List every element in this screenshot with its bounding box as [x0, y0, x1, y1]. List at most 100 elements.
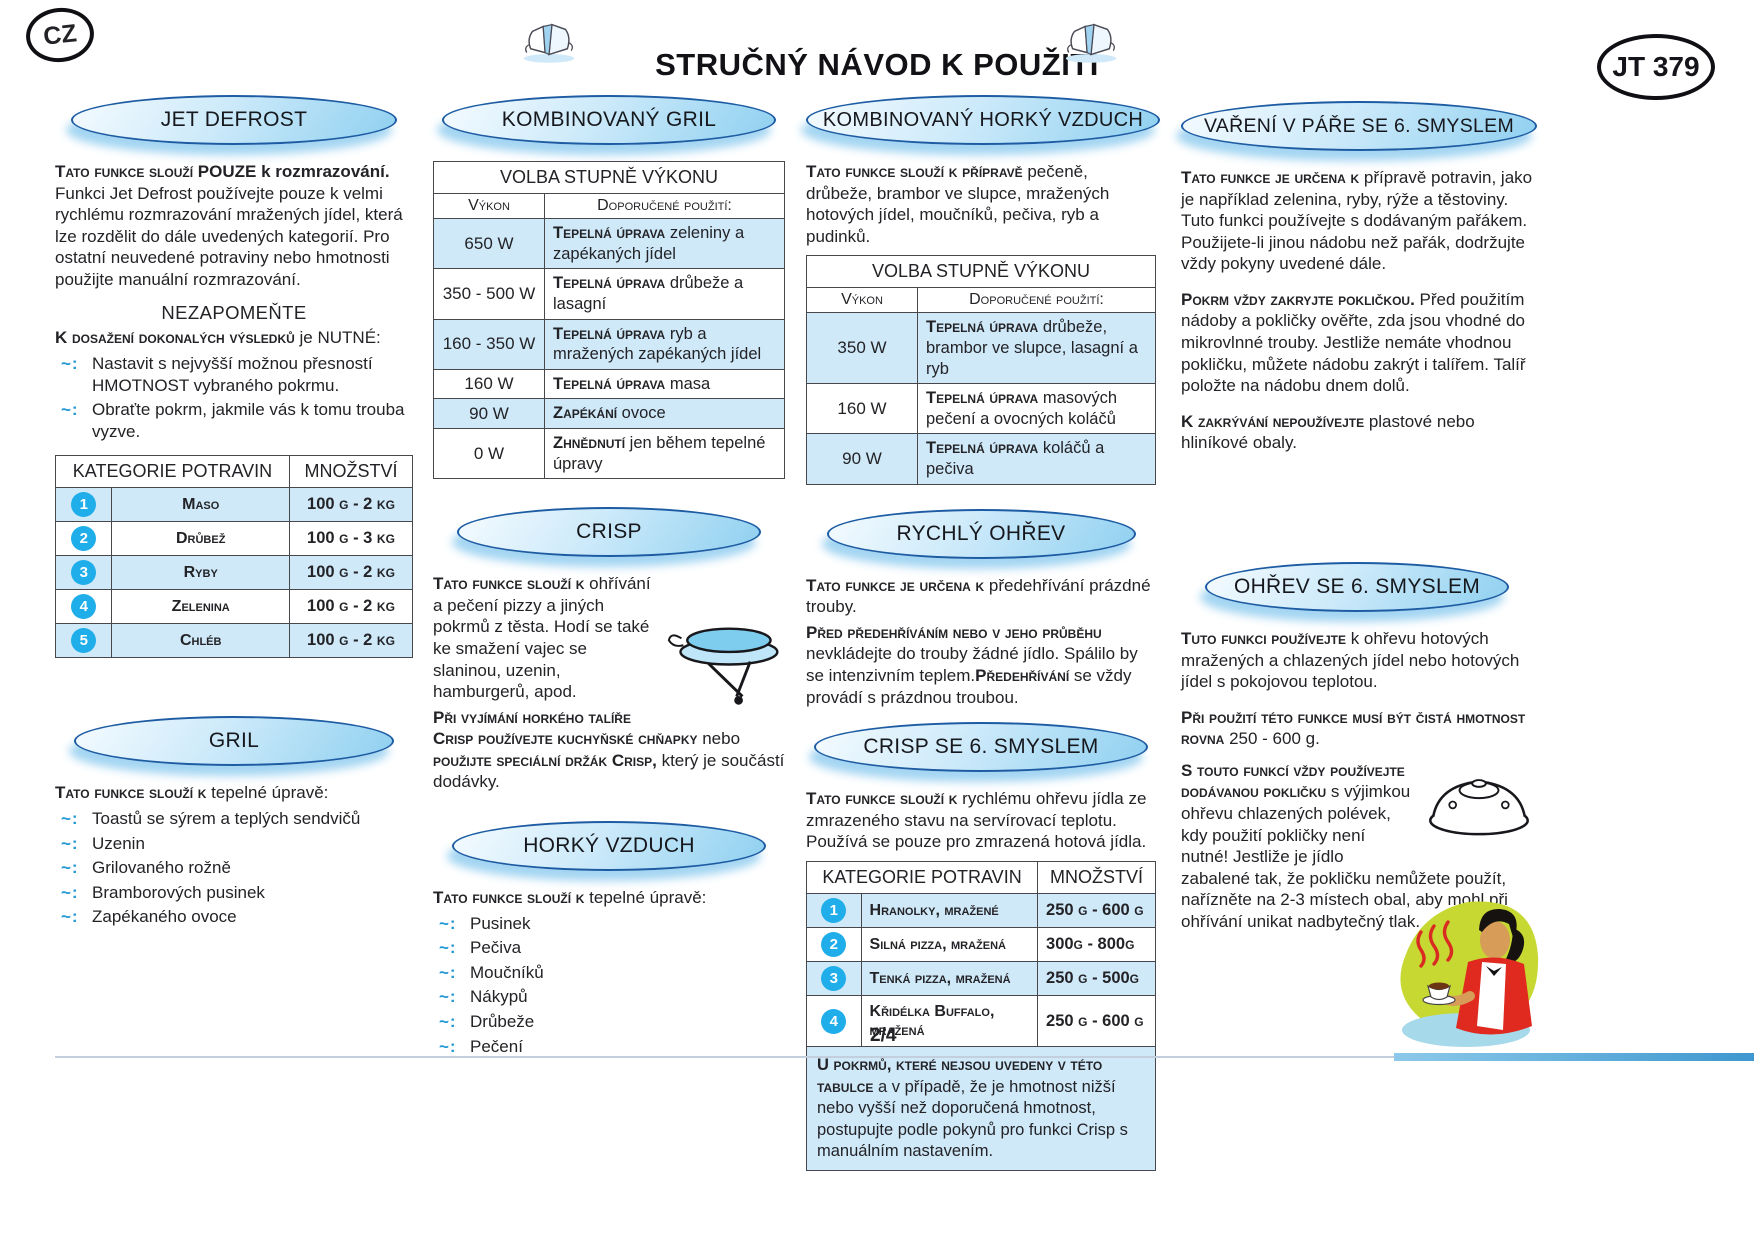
power-value: 160 W	[433, 368, 545, 400]
lead: Tato funkce slouží k	[806, 789, 958, 809]
booklet-icon	[1062, 18, 1120, 69]
list-item: ~: Grilovaného rožně	[55, 857, 413, 879]
crisp-text-block: Tato funkce slouží k ohřívání a pečení p…	[433, 573, 785, 797]
six-sense-bullet-icon: ~:	[61, 354, 79, 374]
booklet-icon	[520, 18, 578, 69]
category-name: Hranolky, mražené	[860, 892, 1039, 928]
use-rest: drůbeže a lasagní	[553, 274, 744, 313]
section-header-horky-vzduch: HORKÝ VZDUCH	[452, 821, 766, 872]
section-header-crisp: CRISP	[457, 507, 761, 558]
chef-illustration	[1382, 896, 1546, 1057]
jet-defrost-intro: Tato funkce slouží POUZE k rozmrazování.…	[55, 161, 413, 290]
bullet-text: Grilovaného rožně	[92, 858, 231, 878]
bullet-text: Pusinek	[470, 913, 531, 933]
category-qty: 250 g - 600 g	[1037, 994, 1156, 1048]
remember-heading: NEZAPOMEŇTE	[161, 302, 307, 324]
ohrev-paragraph-2: Při použití této funkce musí být čistá h…	[1181, 707, 1533, 750]
section-header-kombinovany-gril: KOMBINOVANÝ GRIL	[442, 95, 776, 145]
table-row: 5 Chléb 100 g - 2 kg	[54, 623, 414, 659]
category-name: Zelenina	[111, 589, 290, 625]
lead-rest: tepelné úpravě:	[206, 783, 329, 803]
list-item: ~: Bramborových pusinek	[55, 882, 413, 904]
footer-divider	[55, 1056, 1695, 1058]
power-value: 160 - 350 W	[433, 318, 545, 370]
use-lead: Tepelná úprava	[553, 374, 666, 393]
horky-vzduch-bullets: ~: Pusinek ~: Pečiva ~: Moučníků ~: Nákypů ~…	[433, 913, 785, 1057]
table-row: 90 W Tepelná úprava koláčů a pečiva	[806, 433, 1156, 485]
category-name: Křidélka Buffalo, mražená	[860, 994, 1039, 1048]
steam-lid-illustration	[1425, 764, 1533, 845]
rychly-ohrev-paragraph-2: Před předehříváním nebo v jeho průběhu n…	[806, 622, 1156, 708]
use-lead: Tepelná úprava	[553, 324, 666, 343]
use-lead: Zapékání	[553, 404, 618, 423]
column-kombinovany-horky-vzduch: KOMBINOVANÝ HORKÝ VZDUCH Tato funkce slo…	[805, 95, 1160, 1172]
section-header-kombinovany-horky-vzduch: KOMBINOVANÝ HORKÝ VZDUCH	[806, 95, 1160, 145]
crisp-paragraph-1: Tato funkce slouží k ohřívání a pečení p…	[433, 573, 785, 702]
category-number-badge: 2	[821, 931, 847, 957]
section-header-gril: GRIL	[74, 716, 394, 767]
lead: Tato funkce slouží k	[433, 574, 585, 594]
lead: K zakrývání nepoužívejte	[1181, 411, 1365, 431]
crisp-6smysl-table: KATEGORIE POTRAVIN MNOŽSTVÍ 1 Hranolky, …	[805, 860, 1156, 1172]
six-sense-bullet-icon: ~:	[61, 858, 79, 878]
mid: nevkládejte do trouby žádné jídlo. Spáli…	[806, 644, 1138, 685]
rychly-ohrev-paragraph-1: Tato funkce je určena k předehřívání prá…	[806, 575, 1156, 618]
table-row: 3 Tenká pizza, mražená 250 g - 500g	[806, 960, 1156, 996]
intro-strong: POUZE k rozmrazování.	[197, 162, 390, 181]
table-title: VOLBA STUPNĚ VÝKONU	[433, 161, 785, 194]
column-header: MNOŽSTVÍ	[1037, 860, 1156, 894]
lead: Tato funkce je určena k	[806, 575, 985, 595]
category-name: Silná pizza, mražená	[860, 926, 1039, 962]
column-header: KATEGORIE POTRAVIN	[805, 860, 1039, 894]
category-number-badge: 3	[821, 965, 847, 991]
note-lead: U pokrmů, které nejsou uvedeny v této ta…	[817, 1056, 1103, 1096]
lead-rest: k ohřevu hotových mražených a chlazených…	[1181, 628, 1520, 692]
footer-accent-bar	[1394, 1053, 1754, 1061]
remember-line: K dosažení dokonalých výsledků je NUTNÉ:	[55, 327, 413, 349]
intro-lead: Tato funkce slouží	[55, 162, 198, 181]
warning-lead: Při vyjímání horkého talíře Crisp použív…	[433, 707, 698, 749]
rest: který je součástí dodávky.	[433, 750, 785, 792]
bullet-text: Pečiva	[470, 938, 522, 958]
table-note: U pokrmů, které nejsou uvedeny v této ta…	[806, 1046, 1156, 1172]
column-header: KATEGORIE POTRAVIN	[55, 455, 290, 489]
column-header: Výkon	[433, 193, 545, 219]
category-qty: 250 g - 500g	[1037, 960, 1156, 996]
category-name: Maso	[111, 487, 290, 523]
table-row: 2 Silná pizza, mražená 300g - 800g	[806, 926, 1156, 962]
table-row: 160 - 350 W Tepelná úprava ryb a mražený…	[433, 318, 785, 370]
lead-rest: pečeně, drůbeže, brambor ve slupce, mraž…	[806, 162, 1110, 246]
bullet-text: Obraťte pokrm, jakmile vás k tomu trouba…	[92, 400, 405, 441]
bullet-text: Zapékaného ovoce	[92, 907, 237, 927]
mid: nebo	[697, 729, 741, 749]
kombinovany-gril-table: VOLBA STUPNĚ VÝKONU Výkon Doporučené pou…	[433, 161, 785, 480]
crisp-paragraph-2: Při vyjímání horkého talíře Crisp použív…	[433, 707, 785, 793]
lead-rest: přípravě potravin, jako je například zel…	[1181, 168, 1533, 274]
bullet-text: Toastů se sýrem a teplých sendvičů	[92, 808, 361, 828]
list-item: ~: Uzenin	[55, 833, 413, 855]
lead: S touto funkcí vždy používejte dodávanou…	[1181, 760, 1405, 802]
category-number-badge: 1	[71, 492, 97, 518]
table-title: VOLBA STUPNĚ VÝKONU	[806, 255, 1156, 289]
list-item: ~: Pečení	[433, 1036, 785, 1058]
section-header-rychly-ohrev: RYCHLÝ OHŘEV	[826, 508, 1136, 559]
six-sense-bullet-icon: ~:	[61, 400, 79, 420]
table-row: 0 W Zhnědnutí jen během tepelné úpravy	[433, 427, 785, 480]
category-number-badge: 5	[71, 628, 97, 654]
power-value: 160 W	[806, 383, 918, 435]
lead: Pokrm vždy zakryjte pokličkou.	[1181, 289, 1415, 309]
list-item: ~: Drůbeže	[433, 1011, 785, 1033]
six-sense-bullet-icon: ~:	[61, 833, 79, 853]
use-rest: jen během tepelné úpravy	[553, 434, 766, 473]
column-header: Doporučené použití:	[917, 287, 1156, 314]
category-number-badge: 3	[71, 560, 97, 586]
power-value: 650 W	[433, 217, 545, 270]
power-value: 350 - 500 W	[433, 268, 545, 320]
use-rest: drůbeže, brambor ve slupce, lasagní a ry…	[926, 318, 1138, 378]
note-rest: a v případě, že je hmotnost nižší nebo v…	[817, 1077, 1128, 1161]
bullet-text: Nákypů	[470, 987, 528, 1007]
use-rest: ovoce	[617, 404, 666, 423]
category-qty: 100 g - 3 kg	[288, 521, 414, 557]
six-sense-bullet-icon: ~:	[439, 1036, 457, 1056]
lead: Tato funkce slouží k přípravě	[806, 162, 1023, 181]
